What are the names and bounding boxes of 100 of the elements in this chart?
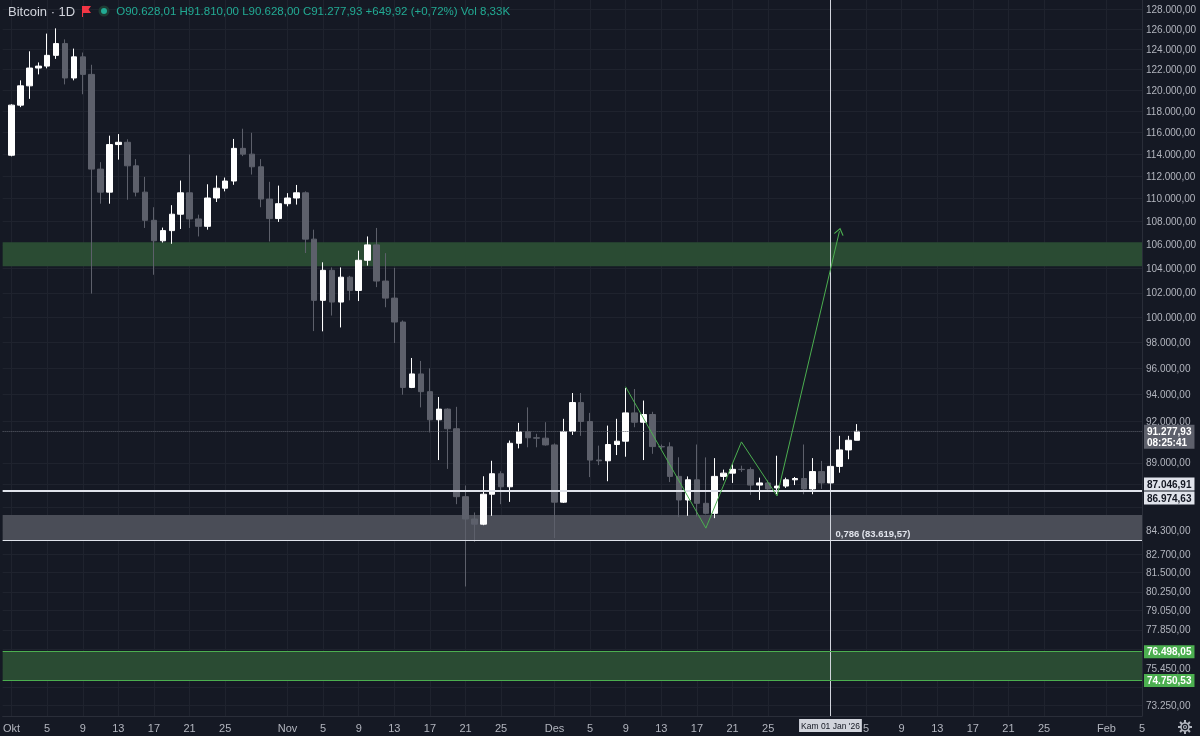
candlestick: [729, 463, 736, 484]
y-tick-label: 73.250,00: [1146, 700, 1191, 712]
x-tick-label: 9: [898, 721, 905, 734]
y-tick-label: 89.000,00: [1146, 457, 1191, 469]
candlestick: [222, 177, 228, 192]
candlestick: [302, 190, 309, 254]
x-tick-label: 25: [1037, 721, 1051, 734]
candlestick: [115, 133, 122, 161]
candlestick: [88, 64, 95, 295]
candlestick: [53, 27, 59, 60]
candlestick: [400, 319, 406, 396]
x-tick-label: 25: [494, 721, 508, 734]
candlestick: [177, 180, 184, 230]
y-tick-label: 110.000,00: [1146, 193, 1196, 205]
candlestick: [97, 161, 104, 205]
ref-line-label: 86.974,63: [1147, 492, 1192, 504]
ref-line-label: 74.750,53: [1147, 674, 1192, 686]
candlestick: [605, 425, 611, 482]
candlestick: [694, 444, 700, 518]
candlestick: [169, 204, 175, 245]
x-tick-label: 5: [1138, 721, 1146, 734]
x-tick-label: 5: [320, 721, 327, 734]
candlestick: [8, 103, 15, 157]
candlestick: [631, 388, 638, 428]
ref-line-label: Kam 01 Jan '26: [801, 720, 861, 731]
candlestick: [347, 275, 353, 301]
candlestick: [62, 38, 68, 85]
x-tick-label: 21: [459, 721, 472, 734]
chart-title: Bitcoin · 1D: [8, 3, 76, 19]
candlestick: [747, 466, 754, 496]
y-tick-label: 98.000,00: [1146, 337, 1191, 349]
candlestick: [436, 396, 442, 461]
y-tick-label: 108.000,00: [1146, 216, 1197, 228]
y-tick-label: 120.000,00: [1146, 84, 1197, 96]
candlestick: [17, 79, 24, 108]
candlestick: [498, 470, 504, 505]
y-tick-label: 112.000,00: [1146, 170, 1196, 182]
x-tick-label: 13: [388, 721, 401, 734]
candlestick: [293, 184, 300, 206]
y-tick-label: 75.450,00: [1146, 663, 1191, 675]
ref-line-label: 91.277,93 08:25:41: [1147, 425, 1192, 448]
y-tick-label: 114.000,00: [1146, 148, 1196, 160]
candlestick: [213, 175, 220, 203]
candlestick: [195, 214, 202, 237]
y-tick-label: 104.000,00: [1146, 263, 1197, 275]
ref-line-label: 87.046,91: [1147, 478, 1192, 490]
x-tick-label: 21: [183, 721, 196, 734]
x-tick-label: 5: [863, 721, 870, 734]
y-tick-label: 100.000,00: [1146, 312, 1197, 324]
y-tick-label: 82.700,00: [1146, 548, 1191, 560]
y-tick-label: 77.850,00: [1146, 624, 1191, 636]
annotation: 0,786 (83.619,57): [835, 528, 911, 540]
candlestick: [533, 433, 540, 448]
x-tick-label: 9: [622, 721, 629, 734]
y-tick-label: 118.000,00: [1146, 105, 1196, 117]
candlestick: [409, 357, 415, 389]
candlestick: [186, 153, 193, 229]
candlestick: [614, 418, 620, 456]
x-tick-label: Feb: [1096, 721, 1116, 734]
y-tick-label: 124.000,00: [1146, 43, 1197, 55]
x-tick-label: 13: [931, 721, 944, 734]
x-tick-label: 9: [79, 721, 86, 734]
candlestick: [489, 460, 495, 517]
candlestick: [266, 181, 273, 242]
candlestick: [854, 423, 860, 441]
candlestick: [160, 227, 166, 244]
candlestick: [124, 138, 131, 201]
candlestick: [71, 48, 77, 81]
y-tick-label: 92.000,00: [1146, 416, 1191, 428]
x-tick-label: Nov: [277, 721, 298, 734]
x-tick-label: 13: [655, 721, 668, 734]
candlestick: [204, 183, 211, 231]
y-tick-label: 80.250,00: [1146, 586, 1191, 598]
candlestick: [355, 250, 362, 302]
candlestick: [418, 360, 424, 408]
candlestick: [338, 266, 344, 328]
candlestick: [44, 33, 50, 69]
y-tick-label: 126.000,00: [1146, 23, 1197, 35]
y-tick-label: 84.300,00: [1146, 525, 1191, 537]
x-tick-label: Des: [544, 721, 565, 734]
candlestick: [738, 465, 745, 473]
candlestick: [801, 444, 807, 495]
candlestick: [818, 460, 825, 490]
candlestick: [329, 266, 335, 317]
candlestick: [667, 441, 673, 483]
candlestick: [845, 435, 852, 460]
candlestick: [35, 61, 42, 75]
x-tick-label: 5: [587, 721, 594, 734]
candlestick: [151, 206, 157, 276]
x-tick-label: 21: [726, 721, 739, 734]
y-tick-label: 96.000,00: [1146, 362, 1191, 374]
candlestick: [836, 435, 843, 474]
candlestick: [569, 392, 576, 436]
candlestick: [391, 267, 398, 344]
x-tick-label: 25: [762, 721, 775, 734]
ref-line-label: 76.498,05: [1147, 646, 1192, 658]
x-tick-label: 17: [690, 721, 704, 734]
candlestick: [480, 475, 487, 526]
candlestick: [792, 476, 798, 486]
x-tick-label: 13: [112, 721, 125, 734]
